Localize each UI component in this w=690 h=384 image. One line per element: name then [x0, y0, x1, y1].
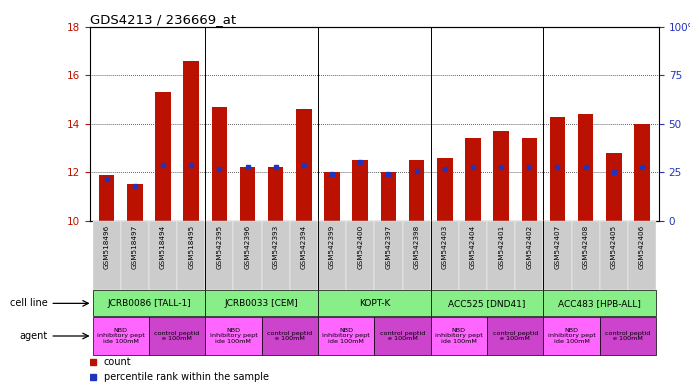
- Bar: [459, 221, 487, 290]
- Bar: [149, 317, 205, 355]
- Bar: [578, 114, 593, 221]
- Bar: [634, 124, 650, 221]
- Text: GSM518495: GSM518495: [188, 224, 194, 268]
- Text: control peptid
e 100mM: control peptid e 100mM: [493, 331, 538, 341]
- Bar: [318, 290, 431, 316]
- Text: GSM542402: GSM542402: [526, 224, 532, 268]
- Bar: [127, 184, 143, 221]
- Bar: [600, 317, 656, 355]
- Text: GSM542404: GSM542404: [470, 224, 476, 268]
- Bar: [409, 160, 424, 221]
- Text: GSM542406: GSM542406: [639, 224, 645, 268]
- Bar: [571, 221, 600, 290]
- Bar: [149, 221, 177, 290]
- Bar: [268, 167, 284, 221]
- Text: NBD
inhibitory pept
ide 100mM: NBD inhibitory pept ide 100mM: [97, 328, 145, 344]
- Text: GSM542398: GSM542398: [413, 224, 420, 268]
- Bar: [318, 221, 346, 290]
- Bar: [465, 138, 481, 221]
- Bar: [290, 221, 318, 290]
- Bar: [493, 131, 509, 221]
- Text: control peptid
e 100mM: control peptid e 100mM: [605, 331, 651, 341]
- Bar: [522, 138, 537, 221]
- Text: control peptid
e 100mM: control peptid e 100mM: [380, 331, 425, 341]
- Text: NBD
inhibitory pept
ide 100mM: NBD inhibitory pept ide 100mM: [210, 328, 257, 344]
- Bar: [205, 221, 233, 290]
- Bar: [346, 221, 374, 290]
- Bar: [262, 317, 318, 355]
- Bar: [184, 61, 199, 221]
- Text: GSM542394: GSM542394: [301, 224, 307, 268]
- Bar: [92, 221, 121, 290]
- Text: GSM518496: GSM518496: [104, 224, 110, 268]
- Bar: [318, 317, 374, 355]
- Bar: [92, 317, 149, 355]
- Text: GSM542395: GSM542395: [217, 224, 222, 268]
- Bar: [600, 221, 628, 290]
- Bar: [262, 221, 290, 290]
- Text: KOPT-K: KOPT-K: [359, 299, 390, 308]
- Bar: [431, 317, 487, 355]
- Text: cell line: cell line: [10, 298, 48, 308]
- Text: GSM542407: GSM542407: [555, 224, 560, 268]
- Bar: [431, 290, 544, 316]
- Bar: [205, 290, 318, 316]
- Text: NBD
inhibitory pept
ide 100mM: NBD inhibitory pept ide 100mM: [548, 328, 595, 344]
- Bar: [353, 160, 368, 221]
- Text: NBD
inhibitory pept
ide 100mM: NBD inhibitory pept ide 100mM: [435, 328, 483, 344]
- Bar: [515, 221, 544, 290]
- Text: percentile rank within the sample: percentile rank within the sample: [104, 372, 269, 382]
- Text: GSM518494: GSM518494: [160, 224, 166, 268]
- Text: GSM542397: GSM542397: [386, 224, 391, 268]
- Bar: [374, 317, 431, 355]
- Text: GSM542400: GSM542400: [357, 224, 363, 268]
- Bar: [628, 221, 656, 290]
- Bar: [155, 92, 170, 221]
- Bar: [296, 109, 312, 221]
- Bar: [99, 175, 115, 221]
- Text: GDS4213 / 236669_at: GDS4213 / 236669_at: [90, 13, 236, 26]
- Bar: [205, 317, 262, 355]
- Text: GSM518497: GSM518497: [132, 224, 138, 268]
- Text: GSM542405: GSM542405: [611, 224, 617, 268]
- Bar: [402, 221, 431, 290]
- Bar: [550, 117, 565, 221]
- Bar: [544, 317, 600, 355]
- Bar: [374, 221, 402, 290]
- Text: ACC525 [DND41]: ACC525 [DND41]: [448, 299, 526, 308]
- Bar: [381, 172, 396, 221]
- Bar: [233, 221, 262, 290]
- Bar: [437, 158, 453, 221]
- Text: JCRB0033 [CEM]: JCRB0033 [CEM]: [225, 299, 299, 308]
- Text: JCRB0086 [TALL-1]: JCRB0086 [TALL-1]: [107, 299, 190, 308]
- Bar: [487, 317, 544, 355]
- Text: agent: agent: [19, 331, 48, 341]
- Text: ACC483 [HPB-ALL]: ACC483 [HPB-ALL]: [558, 299, 641, 308]
- Bar: [606, 153, 622, 221]
- Text: GSM542401: GSM542401: [498, 224, 504, 268]
- Text: GSM542393: GSM542393: [273, 224, 279, 268]
- Bar: [177, 221, 205, 290]
- Text: GSM542403: GSM542403: [442, 224, 448, 268]
- Text: GSM542399: GSM542399: [329, 224, 335, 268]
- Bar: [487, 221, 515, 290]
- Text: GSM542396: GSM542396: [244, 224, 250, 268]
- Bar: [121, 221, 149, 290]
- Bar: [239, 167, 255, 221]
- Text: NBD
inhibitory pept
ide 100mM: NBD inhibitory pept ide 100mM: [322, 328, 370, 344]
- Bar: [431, 221, 459, 290]
- Text: control peptid
e 100mM: control peptid e 100mM: [155, 331, 199, 341]
- Bar: [544, 221, 571, 290]
- Bar: [324, 172, 339, 221]
- Bar: [212, 107, 227, 221]
- Text: GSM542408: GSM542408: [582, 224, 589, 268]
- Bar: [92, 290, 205, 316]
- Text: count: count: [104, 356, 132, 367]
- Text: control peptid
e 100mM: control peptid e 100mM: [267, 331, 313, 341]
- Bar: [544, 290, 656, 316]
